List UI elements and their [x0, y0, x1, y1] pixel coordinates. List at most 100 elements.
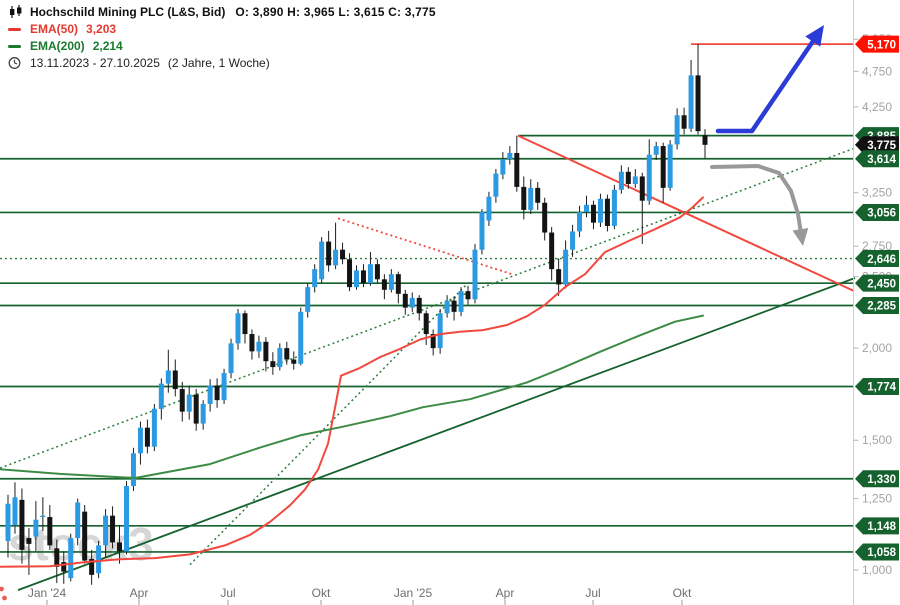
- timeframe: (2 Jahre, 1 Woche): [167, 56, 270, 70]
- candle-body: [151, 408, 157, 447]
- candle-body: [604, 198, 610, 226]
- candle-body: [479, 212, 485, 250]
- candle-body: [590, 204, 596, 223]
- price-box-2450: [855, 274, 899, 292]
- price-box-3775: [855, 136, 899, 154]
- candle-body: [110, 515, 116, 543]
- price-box-label: 5,170: [867, 39, 896, 51]
- candle-body: [521, 186, 527, 210]
- price-box-1058: [855, 543, 899, 561]
- y-axis-label: 4,250: [862, 100, 892, 114]
- candle-body: [193, 394, 199, 424]
- candle-body: [577, 212, 583, 232]
- candle-body: [33, 519, 39, 537]
- candle-body: [535, 187, 541, 203]
- candle-body: [444, 300, 450, 314]
- price-box-label: 2,285: [867, 301, 896, 313]
- candle-body: [284, 348, 290, 360]
- candle-body: [388, 274, 394, 290]
- legend-symbol-row: Hochschild Mining PLC (L&S, Bid) O: 3,89…: [8, 4, 436, 20]
- candle-body: [249, 334, 255, 352]
- candle-body: [242, 313, 248, 335]
- x-axis-label: Apr: [496, 586, 515, 600]
- candle-body: [228, 343, 234, 374]
- candle-body: [298, 311, 304, 364]
- candle-body: [305, 287, 311, 312]
- candle-body: [458, 291, 464, 312]
- candle-body: [158, 383, 164, 409]
- candle-body: [89, 558, 95, 575]
- candle-body: [597, 198, 603, 223]
- candle-body: [26, 538, 32, 544]
- y-axis-label: 2,000: [862, 341, 892, 355]
- candle-body: [200, 403, 206, 424]
- candle-body: [416, 297, 422, 314]
- price-box-2285: [855, 297, 899, 315]
- candle-body: [430, 334, 436, 349]
- legend-ema50-row: EMA(50) 3,203: [8, 21, 436, 37]
- candle-body: [123, 486, 129, 552]
- ema200-line: [0, 314, 704, 479]
- candle-body: [291, 359, 297, 364]
- price-box-5170: [855, 35, 899, 53]
- candle-body: [500, 159, 506, 175]
- candle-body: [256, 341, 262, 352]
- candle-body: [381, 279, 387, 290]
- legend-daterange-row: 13.11.2023 - 27.10.2025 (2 Jahre, 1 Woch…: [8, 55, 436, 71]
- x-axis-label: Jan '24: [28, 586, 67, 600]
- candle-body: [409, 297, 415, 308]
- candle-body: [528, 187, 534, 210]
- candlestick-chart-icon: [8, 4, 24, 20]
- watermark-logo-dot: [2, 595, 7, 601]
- candle-body: [12, 497, 18, 526]
- candle-body: [507, 152, 513, 160]
- chart-legend: Hochschild Mining PLC (L&S, Bid) O: 3,89…: [8, 4, 436, 72]
- candle-body: [423, 313, 429, 335]
- candle-body: [40, 515, 46, 518]
- candle-body: [235, 313, 241, 344]
- candle-body: [367, 264, 373, 284]
- ohlc-readout: O: 3,890 H: 3,965 L: 3,615 C: 3,775: [235, 5, 436, 19]
- candle-body: [186, 394, 192, 412]
- candle-body: [570, 231, 576, 250]
- gray-projection-arrow-head: [792, 227, 809, 246]
- candle-body: [493, 173, 499, 197]
- candle-body: [465, 291, 471, 300]
- candle-body: [221, 373, 227, 401]
- candle-body: [214, 385, 220, 401]
- falling-dotted-trendline-red: [337, 217, 513, 276]
- candle-body: [207, 385, 213, 404]
- candle-body: [117, 542, 123, 552]
- price-box-label: 2,450: [867, 278, 896, 290]
- ema200-line-swatch-icon: [8, 44, 24, 48]
- candle-body: [179, 389, 185, 412]
- candle-body: [130, 453, 136, 487]
- candle-body: [82, 511, 88, 561]
- blue-projection-arrow: [715, 37, 817, 134]
- x-axis-label: Okt: [673, 586, 692, 600]
- price-box-3614: [855, 150, 899, 168]
- candle-body: [437, 313, 443, 349]
- candle-body: [563, 249, 569, 285]
- y-axis-label: 4,750: [862, 64, 892, 78]
- candle-body: [54, 548, 60, 567]
- candle-body: [395, 274, 401, 294]
- price-box-label: 2,646: [867, 254, 896, 266]
- candle-body: [486, 196, 492, 221]
- candle-body: [611, 189, 617, 226]
- candle-body: [514, 152, 520, 187]
- price-box-label: 1,148: [867, 521, 896, 533]
- candle-body: [347, 259, 353, 288]
- candle-body: [103, 515, 109, 546]
- candle-body: [688, 75, 694, 129]
- ema50-value: 3,203: [86, 22, 117, 36]
- candle-body: [144, 427, 150, 447]
- candle-body: [68, 538, 74, 579]
- candle-body: [270, 361, 276, 368]
- y-axis-label: 3,250: [862, 186, 892, 200]
- price-box-label: 1,058: [867, 547, 896, 559]
- candle-body: [702, 135, 708, 145]
- y-axis-label: 1,000: [862, 563, 892, 577]
